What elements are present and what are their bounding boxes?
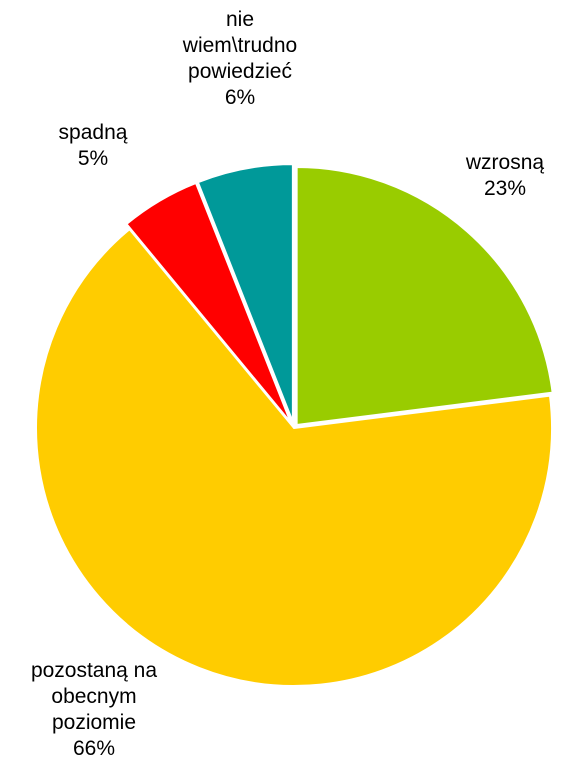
slice-wzrosna: [295, 165, 554, 427]
slice-spadna: [125, 181, 292, 424]
slice-label-nie-wiem: nie wiem\trudno powiedzieć 6%: [182, 8, 298, 109]
slice-label-pozostana: pozostaną na obecnym poziomie 66%: [30, 659, 158, 760]
slice-pozostana: [35, 227, 553, 687]
slice-label-wzrosna: wzrosną 23%: [465, 151, 545, 200]
slice-label-spadna: spadną 5%: [58, 121, 128, 170]
slice-nie-wiem: [196, 163, 294, 423]
